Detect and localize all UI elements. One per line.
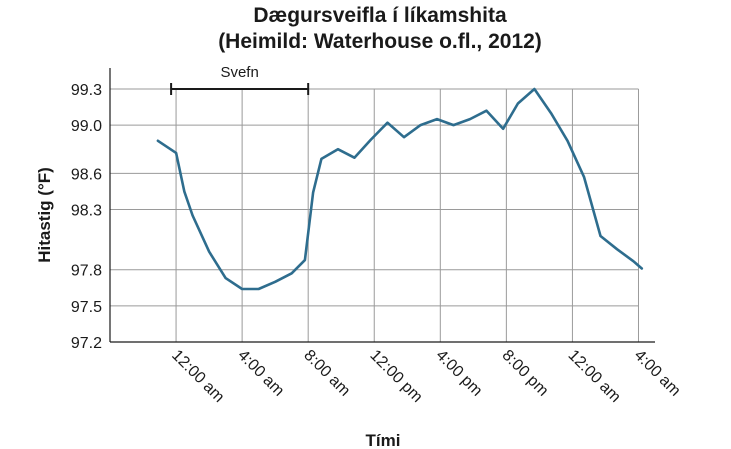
annotations: Svefn	[170, 64, 310, 95]
x-tick-label: 12:00 am	[565, 347, 624, 406]
sleep-label: Svefn	[220, 64, 258, 81]
chart-title: Dægursveifla í líkamshita	[253, 4, 507, 27]
x-tick-labels: 12:00 am 4:00 am 8:00 am 12:00 pm 4:00 pm 8:0…	[168, 347, 683, 406]
y-tick-label: 99.3	[71, 82, 102, 99]
chart-subtitle: (Heimild: Waterhouse o.fl., 2012)	[218, 30, 542, 53]
y-tick-labels: 97.2 97.5 97.8 98.3 98.6 99.0 99.3	[71, 82, 102, 352]
x-tick-label: 12:00 am	[168, 347, 227, 406]
x-tick-label: 4:00 am	[631, 347, 684, 400]
series-lines	[156, 87, 644, 291]
y-axis-title: Hitastig (°F)	[35, 167, 54, 263]
grid-lines	[110, 88, 639, 343]
y-tick-label: 99.0	[71, 118, 102, 135]
x-tick-label: 8:00 pm	[499, 347, 552, 400]
x-tick-label: 8:00 am	[300, 347, 353, 400]
y-tick-label: 98.6	[71, 166, 102, 183]
temperature-series-line	[156, 87, 644, 291]
y-tick-label: 97.2	[71, 335, 102, 352]
x-tick-label: 12:00 pm	[366, 347, 425, 406]
x-tick-label: 4:00 pm	[432, 347, 485, 400]
y-tick-label: 98.3	[71, 202, 102, 219]
x-tick-label: 4:00 am	[234, 347, 287, 400]
axes	[109, 68, 655, 343]
y-tick-label: 97.8	[71, 263, 102, 280]
x-axis-title: Tími	[366, 431, 401, 449]
y-tick-label: 97.5	[71, 299, 102, 316]
